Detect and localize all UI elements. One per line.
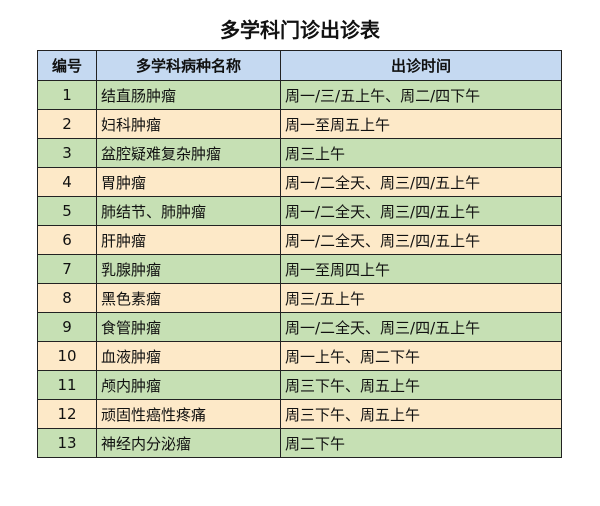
table-cell: 7: [37, 254, 97, 284]
table-row: 13 神经内分泌瘤 周二下午: [37, 428, 562, 458]
table-header: 编号 多学科病种名称 出诊时间: [37, 50, 562, 81]
table-row: 9 食管肿瘤 周一/二全天、周三/四/五上午: [37, 312, 562, 342]
table-row: 11 颅内肿瘤 周三下午、周五上午: [37, 370, 562, 400]
table-cell: 顽固性癌性疼痛: [96, 399, 281, 429]
table-cell: 周三下午、周五上午: [280, 370, 562, 400]
table-row: 3 盆腔疑难复杂肿瘤 周三上午: [37, 138, 562, 168]
table-cell: 周一/二全天、周三/四/五上午: [280, 196, 562, 226]
table-cell: 黑色素瘤: [96, 283, 281, 313]
table-cell: 周一/二全天、周三/四/五上午: [280, 167, 562, 197]
table-cell: 2: [37, 109, 97, 139]
table-cell: 胃肿瘤: [96, 167, 281, 197]
table-cell: 12: [37, 399, 97, 429]
table-cell: 肺结节、肺肿瘤: [96, 196, 281, 226]
table-cell: 周三下午、周五上午: [280, 399, 562, 429]
header-cell: 编号: [37, 50, 97, 81]
table-cell: 颅内肿瘤: [96, 370, 281, 400]
table-cell: 6: [37, 225, 97, 255]
table-cell: 1: [37, 80, 97, 110]
table-cell: 周三/五上午: [280, 283, 562, 313]
table-row: 12 顽固性癌性疼痛 周三下午、周五上午: [37, 399, 562, 429]
header-row: 编号 多学科病种名称 出诊时间: [37, 50, 562, 81]
table-cell: 周一/二全天、周三/四/五上午: [280, 225, 562, 255]
table-row: 4 胃肿瘤 周一/二全天、周三/四/五上午: [37, 167, 562, 197]
table-cell: 4: [37, 167, 97, 197]
table-cell: 周一/二全天、周三/四/五上午: [280, 312, 562, 342]
table-cell: 周一至周五上午: [280, 109, 562, 139]
title: 多学科门诊出诊表: [220, 18, 380, 42]
table-cell: 盆腔疑难复杂肿瘤: [96, 138, 281, 168]
header-cell: 出诊时间: [280, 50, 562, 81]
table-cell: 神经内分泌瘤: [96, 428, 281, 458]
table-row: 8 黑色素瘤 周三/五上午: [37, 283, 562, 313]
table-row: 10 血液肿瘤 周一上午、周二下午: [37, 341, 562, 371]
table-row: 1 结直肠肿瘤 周一/三/五上午、周二/四下午: [37, 80, 562, 110]
table-cell: 13: [37, 428, 97, 458]
table-row: 2 妇科肿瘤 周一至周五上午: [37, 109, 562, 139]
table-cell: 乳腺肿瘤: [96, 254, 281, 284]
table-cell: 11: [37, 370, 97, 400]
table-row: 7 乳腺肿瘤 周一至周四上午: [37, 254, 562, 284]
table-cell: 食管肿瘤: [96, 312, 281, 342]
table-cell: 妇科肿瘤: [96, 109, 281, 139]
table-cell: 周二下午: [280, 428, 562, 458]
header-cell: 多学科病种名称: [96, 50, 281, 81]
table-cell: 周一至周四上午: [280, 254, 562, 284]
table-cell: 10: [37, 341, 97, 371]
table-row: 5 肺结节、肺肿瘤 周一/二全天、周三/四/五上午: [37, 196, 562, 226]
table-cell: 周一/三/五上午、周二/四下午: [280, 80, 562, 110]
table-body: 1 结直肠肿瘤 周一/三/五上午、周二/四下午 2 妇科肿瘤 周一至周五上午 3 盆腔疑难复杂…: [37, 80, 562, 458]
schedule-table: 编号 多学科病种名称 出诊时间 1 结直肠肿瘤 周一/三/五上午、周二/四下午 2 妇科肿瘤…: [37, 50, 562, 458]
table-cell: 5: [37, 196, 97, 226]
table-cell: 8: [37, 283, 97, 313]
table-cell: 肝肿瘤: [96, 225, 281, 255]
table-cell: 周三上午: [280, 138, 562, 168]
table-row: 6 肝肿瘤 周一/二全天、周三/四/五上午: [37, 225, 562, 255]
table-cell: 3: [37, 138, 97, 168]
table-cell: 周一上午、周二下午: [280, 341, 562, 371]
table-cell: 血液肿瘤: [96, 341, 281, 371]
table-cell: 9: [37, 312, 97, 342]
table-cell: 结直肠肿瘤: [96, 80, 281, 110]
